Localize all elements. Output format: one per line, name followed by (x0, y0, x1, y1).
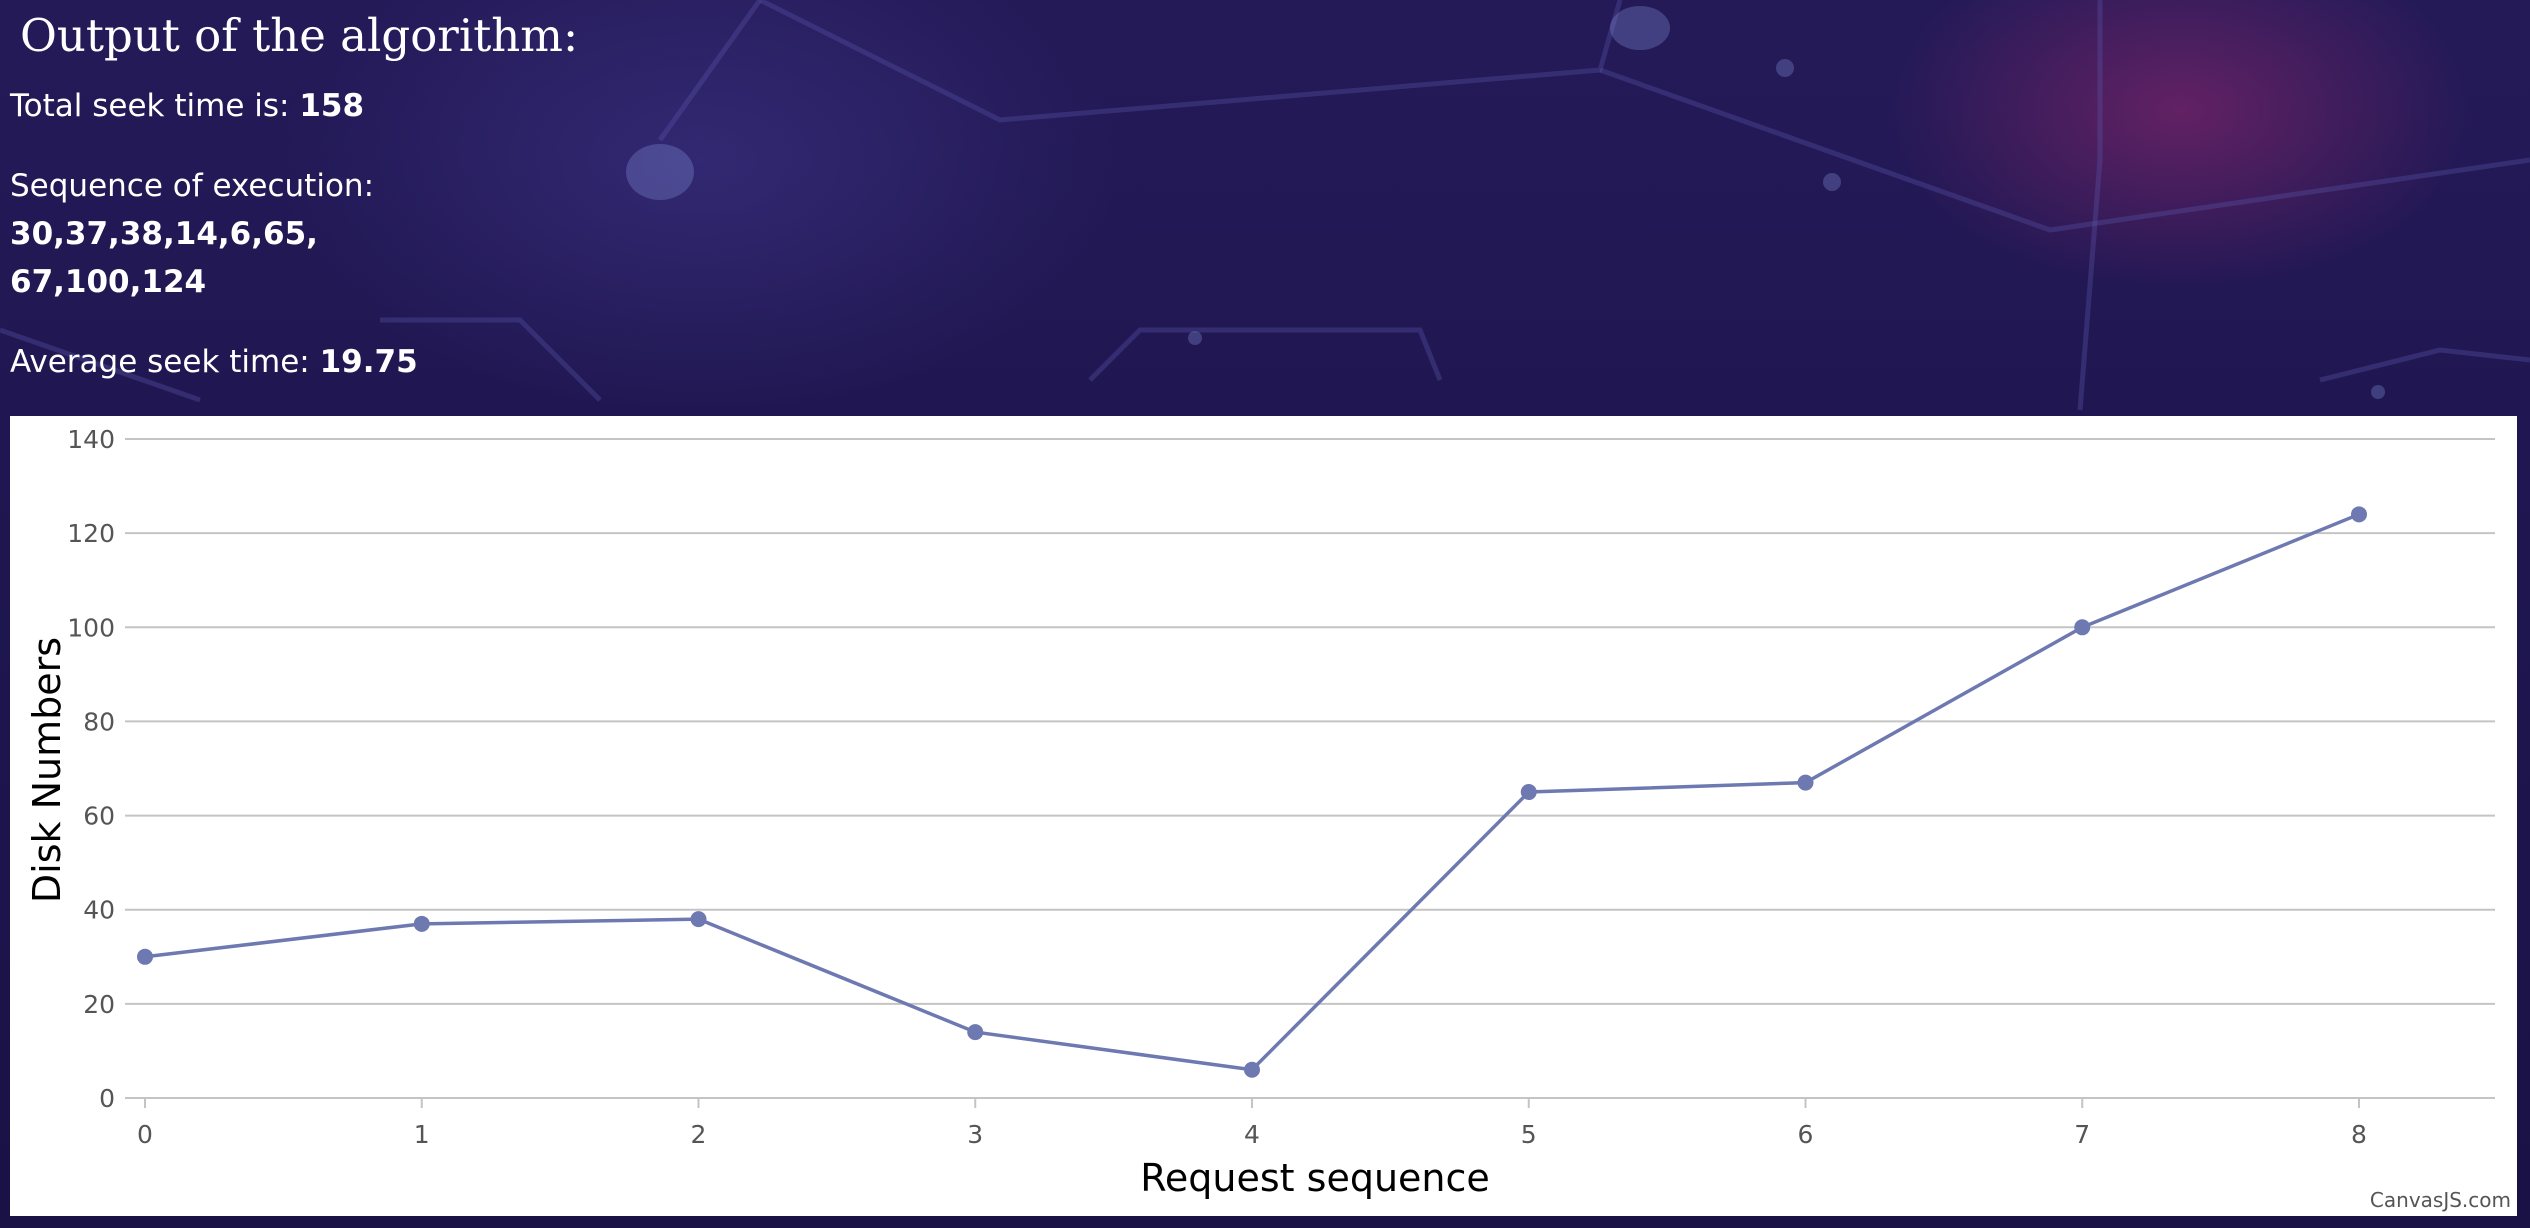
total-seek-time-label: Total seek time is: (10, 88, 290, 124)
sequence-label: Sequence of execution: (10, 168, 375, 204)
average-seek-time-line: Average seek time: 19.75 (10, 338, 418, 386)
data-point (1797, 774, 1814, 791)
data-point (2351, 506, 2367, 523)
x-tick-label: 4 (1244, 1120, 1260, 1149)
line-chart: 0 20 40 60 80 100 120 140 0 1 2 3 4 5 6 7 8 Request seque… (25, 425, 2495, 1200)
data-point (2074, 619, 2091, 636)
total-seek-time-value: 158 (299, 88, 365, 124)
sequence-values-2: 67,100,124 (10, 264, 207, 300)
canvasjs-credit[interactable]: CanvasJS.com (2369, 1188, 2511, 1212)
x-tick-label: 3 (967, 1120, 983, 1149)
x-tick-label: 7 (2074, 1120, 2090, 1149)
x-tick-label: 6 (1798, 1120, 1814, 1149)
y-tick-label: 0 (99, 1084, 115, 1113)
y-tick-label: 20 (83, 990, 115, 1019)
data-point (1244, 1061, 1260, 1078)
data-point (1520, 784, 1537, 801)
x-tick-label: 0 (137, 1120, 153, 1149)
series-line (144, 512, 2360, 1072)
chart-card: 0 20 40 60 80 100 120 140 0 1 2 3 4 5 6 7 8 Request seque… (10, 416, 2517, 1216)
x-tick-label: 2 (691, 1120, 707, 1149)
data-point (690, 911, 707, 928)
data-point (413, 915, 430, 932)
output-heading: Output of the algorithm: (20, 9, 579, 62)
sequence-line-2: 67,100,124 (10, 258, 206, 306)
y-tick-label: 100 (67, 613, 115, 642)
x-tick-label: 1 (414, 1120, 430, 1149)
average-seek-time-value: 19.75 (319, 344, 418, 380)
y-axis-title: Disk Numbers (25, 637, 69, 903)
y-tick-label: 80 (83, 707, 115, 736)
x-tick-label: 8 (2351, 1120, 2367, 1149)
average-seek-time-label: Average seek time: (10, 344, 310, 380)
x-tick-label: 5 (1521, 1120, 1537, 1149)
sequence-line-1: 30,37,38,14,6,65, (10, 210, 318, 258)
total-seek-time-line: Total seek time is: 158 (10, 82, 364, 130)
data-point (137, 948, 153, 965)
x-axis-title: Request sequence (1140, 1156, 1490, 1200)
y-tick-label: 120 (67, 519, 115, 548)
data-point (967, 1024, 984, 1041)
sequence-values-1: 30,37,38,14,6,65, (10, 216, 318, 252)
y-tick-label: 40 (83, 896, 115, 925)
y-tick-label: 60 (83, 802, 115, 831)
y-tick-label: 140 (67, 425, 115, 454)
